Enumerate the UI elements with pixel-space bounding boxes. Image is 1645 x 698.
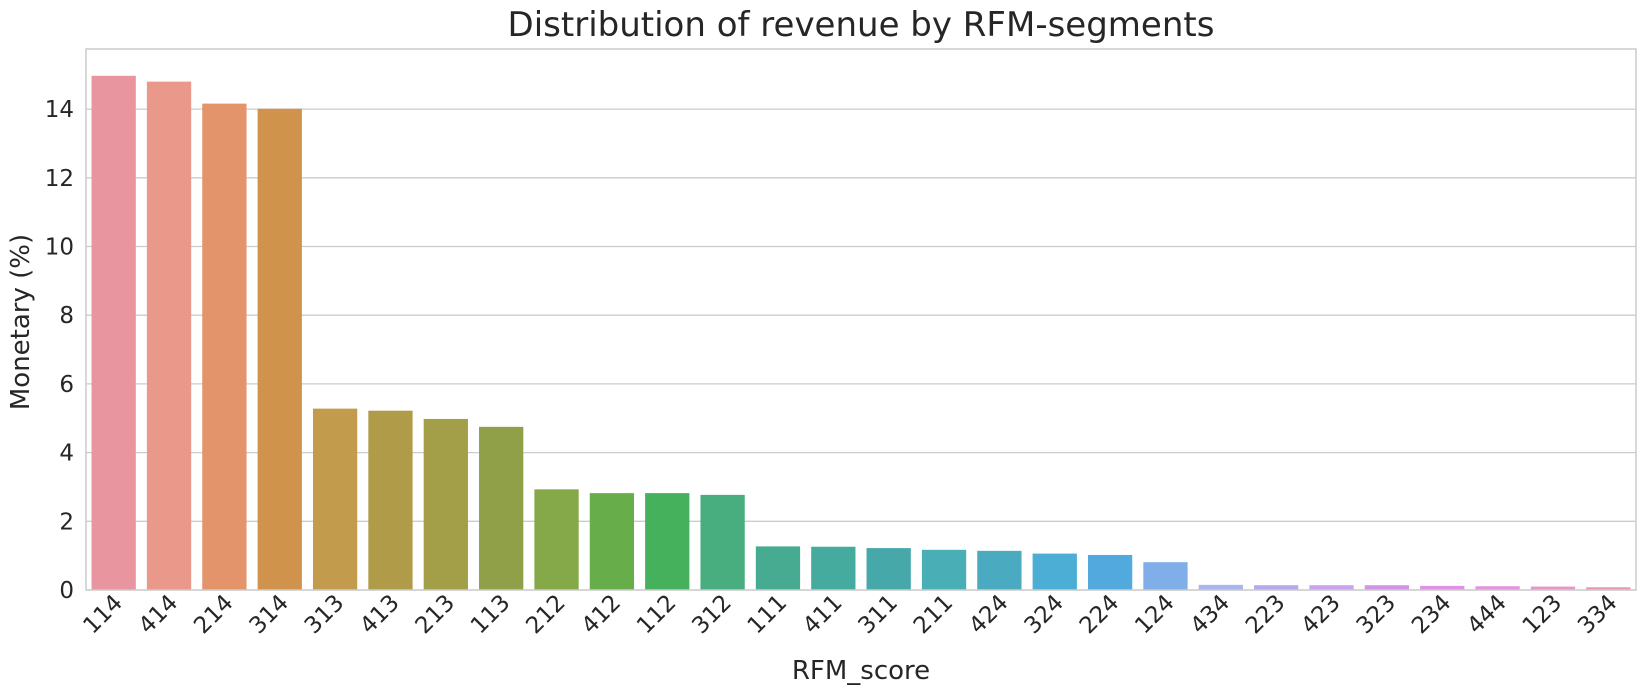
y-tick-label: 4 (59, 441, 74, 467)
bar-212 (534, 489, 579, 590)
x-tick-label: 113 (466, 590, 515, 639)
x-tick-label: 434 (1186, 590, 1235, 639)
x-tick-label: 234 (1407, 590, 1456, 639)
bar-324 (1032, 553, 1077, 590)
bar-124 (1143, 562, 1188, 590)
bar-223 (1254, 585, 1299, 590)
x-tick-label: 423 (1296, 590, 1345, 639)
x-tick-label: 324 (1020, 590, 1069, 639)
x-tick-label: 334 (1573, 590, 1622, 639)
bars (91, 75, 1631, 591)
y-tick-label: 2 (59, 509, 74, 535)
x-tick-label: 444 (1462, 590, 1511, 639)
chart-title: Distribution of revenue by RFM-segments (508, 5, 1215, 45)
y-tick-label: 14 (45, 97, 74, 123)
bar-423 (1309, 585, 1354, 590)
y-tick-label: 10 (45, 235, 74, 261)
bar-444 (1475, 586, 1520, 590)
bar-413 (368, 410, 413, 590)
bar-312 (700, 494, 745, 590)
x-tick-label: 311 (853, 590, 902, 639)
bar-314 (257, 108, 302, 591)
x-tick-label: 112 (632, 590, 681, 639)
x-tick-label: 224 (1075, 590, 1124, 639)
bar-411 (811, 546, 856, 590)
bar-334 (1586, 587, 1631, 590)
x-axis-label: RFM_score (792, 656, 930, 686)
x-tick-label: 412 (577, 590, 626, 639)
x-tick-label: 424 (964, 590, 1013, 639)
bar-111 (755, 546, 801, 590)
plot-frame (85, 48, 1637, 591)
y-tick-label: 0 (59, 578, 74, 604)
x-tick-label: 123 (1518, 590, 1567, 639)
bar-313 (312, 408, 358, 590)
bar-311 (866, 548, 911, 590)
x-tick-label: 323 (1352, 590, 1401, 639)
x-tick-label: 411 (798, 590, 847, 639)
x-tick-labels: 114 414 214 314 313 413 213 113 212 412 112 312 111 4… (78, 590, 1622, 639)
x-tick-label: 213 (411, 590, 460, 639)
bar-112 (645, 493, 690, 590)
x-tick-label: 314 (245, 590, 294, 639)
y-tick-label: 12 (45, 166, 74, 192)
bar-211 (921, 549, 967, 590)
x-tick-label: 312 (687, 590, 736, 639)
x-tick-label: 413 (355, 590, 404, 639)
x-tick-label: 114 (78, 590, 127, 639)
bar-213 (423, 418, 468, 590)
bar-123 (1530, 586, 1576, 590)
bar-414 (146, 81, 192, 590)
bar-323 (1364, 585, 1410, 590)
x-tick-label: 212 (521, 590, 570, 639)
y-tick-label: 8 (59, 303, 74, 329)
bar-234 (1420, 585, 1465, 590)
x-tick-label: 223 (1241, 590, 1290, 639)
x-tick-label: 211 (909, 590, 958, 639)
bar-113 (479, 426, 524, 590)
y-axis-label: Monetary (%) (6, 234, 36, 410)
y-tick-label: 6 (59, 372, 74, 398)
x-tick-label: 313 (300, 590, 349, 639)
x-tick-label: 414 (134, 590, 183, 639)
bar-114 (91, 75, 136, 591)
y-tick-labels: 0 2 4 6 8 10 12 14 (45, 97, 74, 604)
bar-434 (1198, 584, 1243, 590)
bar-224 (1087, 554, 1133, 590)
x-tick-label: 214 (189, 590, 238, 639)
x-tick-label: 111 (743, 590, 792, 639)
bar-412 (589, 493, 635, 590)
bar-424 (977, 550, 1022, 590)
bar-214 (202, 103, 247, 590)
x-tick-label: 124 (1130, 590, 1179, 639)
